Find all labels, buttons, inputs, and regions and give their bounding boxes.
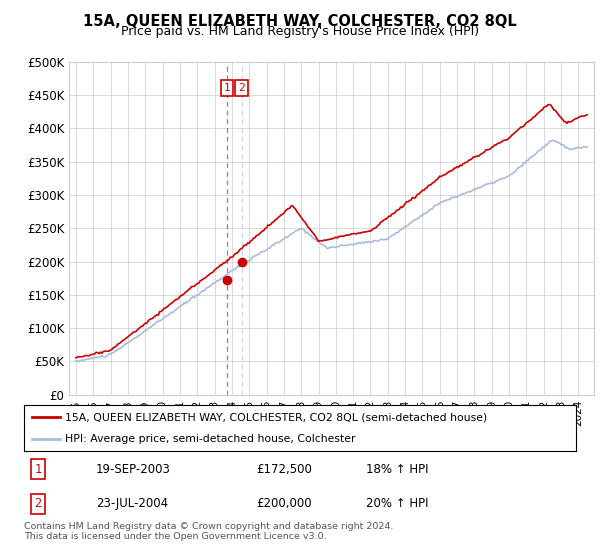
Text: 23-JUL-2004: 23-JUL-2004: [96, 497, 168, 510]
Text: Contains HM Land Registry data © Crown copyright and database right 2024.
This d: Contains HM Land Registry data © Crown c…: [24, 522, 394, 542]
Text: 2: 2: [34, 497, 41, 510]
Text: 1: 1: [34, 463, 41, 475]
Text: 15A, QUEEN ELIZABETH WAY, COLCHESTER, CO2 8QL: 15A, QUEEN ELIZABETH WAY, COLCHESTER, CO…: [83, 14, 517, 29]
Text: 2: 2: [238, 83, 245, 94]
Text: 19-SEP-2003: 19-SEP-2003: [96, 463, 170, 475]
Text: £200,000: £200,000: [256, 497, 311, 510]
Text: Price paid vs. HM Land Registry's House Price Index (HPI): Price paid vs. HM Land Registry's House …: [121, 25, 479, 38]
Text: 20% ↑ HPI: 20% ↑ HPI: [366, 497, 429, 510]
Text: 18% ↑ HPI: 18% ↑ HPI: [366, 463, 429, 475]
Text: HPI: Average price, semi-detached house, Colchester: HPI: Average price, semi-detached house,…: [65, 435, 356, 444]
Text: 1: 1: [224, 83, 230, 94]
Text: £172,500: £172,500: [256, 463, 312, 475]
Text: 15A, QUEEN ELIZABETH WAY, COLCHESTER, CO2 8QL (semi-detached house): 15A, QUEEN ELIZABETH WAY, COLCHESTER, CO…: [65, 412, 488, 422]
